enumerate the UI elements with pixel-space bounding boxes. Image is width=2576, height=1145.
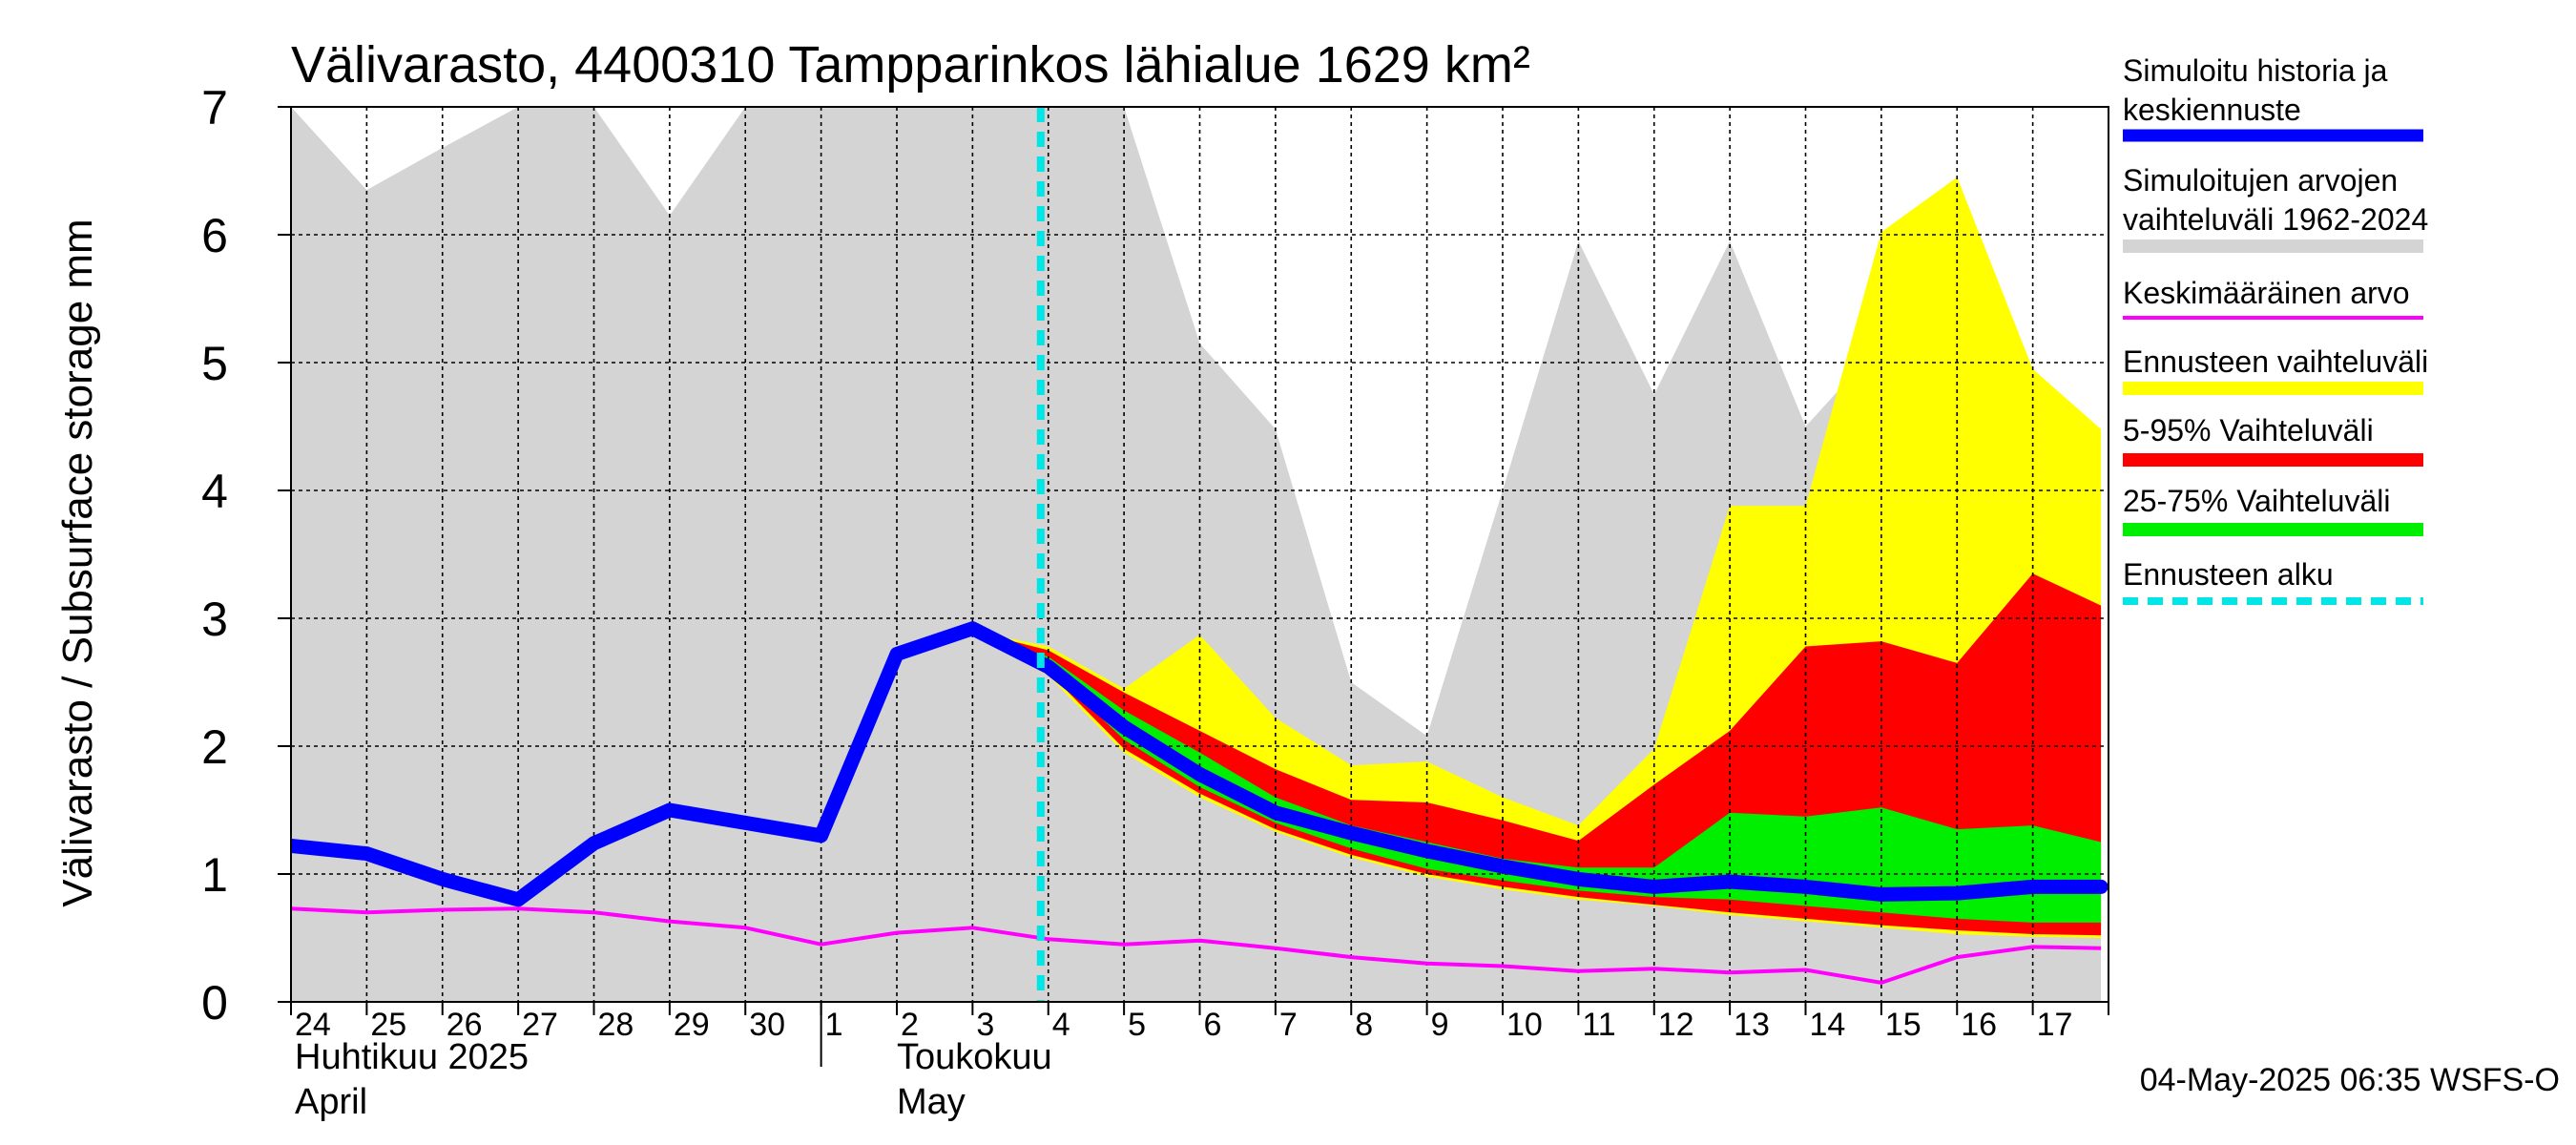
x-tick-label: 7 (1279, 1007, 1298, 1043)
x-tick-label: 3 (976, 1007, 994, 1043)
legend-label: Keskimääräinen arvo (2123, 276, 2410, 310)
series-main-line (291, 621, 2109, 907)
legend-label: 25-75% Vaihteluväli (2123, 484, 2390, 518)
x-tick-label: 30 (749, 1007, 785, 1043)
y-axis-label: Välivarasto / Subsurface storage mm (54, 219, 101, 906)
y-tick-label: 1 (201, 848, 228, 902)
x-tick-label: 12 (1658, 1007, 1694, 1043)
x-tick-label: 24 (295, 1007, 331, 1043)
x-tick-label: 25 (370, 1007, 406, 1043)
y-tick-label: 3 (201, 593, 228, 646)
legend-label: keskiennuste (2123, 93, 2301, 127)
y-tick-label: 0 (201, 976, 228, 1030)
x-tick-label: 11 (1582, 1007, 1615, 1043)
y-tick-label: 4 (201, 465, 228, 518)
legend-label: Ennusteen alku (2123, 557, 2334, 592)
legend: Simuloitu historia ja keskiennuste Simuloi… (2123, 53, 2428, 605)
timestamp: 04-May-2025 06:35 WSFS-O (2140, 1062, 2560, 1098)
x-tick-label: 27 (522, 1007, 558, 1043)
month-label-en: April (295, 1082, 367, 1122)
y-tick-label: 2 (201, 720, 228, 774)
x-tick-label: 16 (1961, 1007, 1997, 1043)
legend-label: Ennusteen vaihteluväli (2123, 344, 2428, 379)
x-tick-label: 1 (825, 1007, 843, 1043)
month-label-fi: Toukokuu (897, 1037, 1052, 1077)
x-tick-label: 28 (598, 1007, 634, 1043)
x-tick-label: 29 (674, 1007, 710, 1043)
x-tick-label: 6 (1204, 1007, 1222, 1043)
x-tick-label: 13 (1734, 1007, 1770, 1043)
legend-label: 5-95% Vaihteluväli (2123, 413, 2374, 448)
x-tick-label: 26 (447, 1007, 483, 1043)
x-tick-label: 10 (1506, 1007, 1543, 1043)
x-tick-label: 4 (1052, 1007, 1070, 1043)
x-tick-label: 14 (1810, 1007, 1846, 1043)
legend-label: Simuloitujen arvojen (2123, 163, 2398, 198)
x-tick-label: 2 (901, 1007, 919, 1043)
plot-content (291, 107, 2109, 1002)
x-tick-label: 5 (1128, 1007, 1146, 1043)
series-mean-line (291, 906, 2102, 985)
month-label-fi: Huhtikuu 2025 (295, 1037, 529, 1077)
x-tick-label: 15 (1885, 1007, 1922, 1043)
month-label-en: May (897, 1082, 966, 1122)
y-tick-label: 5 (201, 337, 228, 390)
chart-title: Välivarasto, 4400310 Tampparinkos lähial… (291, 36, 1530, 94)
y-tick-label: 7 (201, 81, 228, 135)
y-tick-label: 6 (201, 209, 228, 262)
range-25-75-band (972, 631, 2102, 923)
legend-label: Simuloitu historia ja (2123, 53, 2388, 88)
legend-label: vaihteluväli 1962-2024 (2123, 202, 2428, 237)
x-tick-label: 17 (2037, 1007, 2073, 1043)
x-tick-label: 8 (1355, 1007, 1373, 1043)
x-tick-label: 9 (1431, 1007, 1449, 1043)
